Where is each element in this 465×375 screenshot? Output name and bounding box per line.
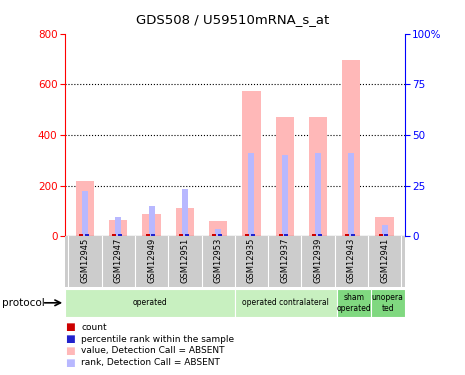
Text: unopera
ted: unopera ted bbox=[372, 293, 404, 312]
Bar bbox=[215, 229, 221, 236]
Bar bbox=[312, 234, 316, 236]
Text: percentile rank within the sample: percentile rank within the sample bbox=[81, 334, 234, 344]
Bar bbox=[276, 117, 294, 236]
Bar bbox=[182, 189, 188, 236]
Bar bbox=[118, 234, 122, 236]
Text: GSM12953: GSM12953 bbox=[214, 238, 223, 283]
Bar bbox=[279, 234, 283, 236]
Bar bbox=[348, 153, 354, 236]
Text: value, Detection Call = ABSENT: value, Detection Call = ABSENT bbox=[81, 346, 225, 355]
Bar bbox=[82, 190, 88, 236]
Bar bbox=[251, 234, 255, 236]
Bar bbox=[248, 153, 254, 236]
Text: GSM12935: GSM12935 bbox=[247, 238, 256, 283]
Bar bbox=[384, 234, 388, 236]
Text: ■: ■ bbox=[65, 346, 75, 356]
Text: ■: ■ bbox=[65, 334, 75, 344]
Bar bbox=[151, 234, 155, 236]
Bar bbox=[115, 217, 121, 236]
Bar bbox=[179, 234, 183, 236]
Bar bbox=[212, 234, 216, 236]
Bar bbox=[309, 117, 327, 236]
Text: ■: ■ bbox=[65, 358, 75, 368]
Bar bbox=[65, 289, 235, 317]
Bar bbox=[242, 91, 260, 236]
Bar bbox=[351, 234, 355, 236]
Bar bbox=[371, 289, 405, 317]
Text: GSM12945: GSM12945 bbox=[80, 238, 90, 283]
Text: GSM12939: GSM12939 bbox=[313, 238, 323, 283]
Bar bbox=[379, 234, 383, 236]
Bar bbox=[318, 234, 322, 236]
Text: GDS508 / U59510mRNA_s_at: GDS508 / U59510mRNA_s_at bbox=[136, 13, 329, 26]
Bar bbox=[185, 234, 189, 236]
Bar bbox=[337, 289, 371, 317]
Text: operated contralateral: operated contralateral bbox=[242, 298, 329, 307]
Text: ■: ■ bbox=[65, 322, 75, 332]
Bar bbox=[235, 289, 337, 317]
Bar bbox=[113, 234, 116, 236]
Text: GSM12947: GSM12947 bbox=[114, 238, 123, 283]
Bar bbox=[85, 234, 89, 236]
Bar bbox=[375, 217, 394, 236]
Text: GSM12937: GSM12937 bbox=[280, 238, 289, 283]
Bar bbox=[285, 234, 288, 236]
Bar bbox=[282, 155, 288, 236]
Bar bbox=[218, 234, 222, 236]
Bar bbox=[342, 60, 360, 236]
Bar bbox=[109, 220, 127, 236]
Bar bbox=[176, 209, 194, 236]
Bar bbox=[76, 181, 94, 236]
Bar bbox=[345, 234, 349, 236]
Bar bbox=[142, 214, 161, 236]
Bar bbox=[146, 234, 150, 236]
Bar bbox=[79, 234, 83, 236]
Text: protocol: protocol bbox=[2, 298, 45, 308]
Bar bbox=[149, 206, 155, 236]
Bar bbox=[209, 221, 227, 236]
Bar bbox=[246, 234, 249, 236]
Text: GSM12943: GSM12943 bbox=[347, 238, 356, 283]
Bar bbox=[382, 225, 388, 236]
Text: count: count bbox=[81, 322, 107, 332]
Text: GSM12951: GSM12951 bbox=[180, 238, 189, 283]
Text: GSM12949: GSM12949 bbox=[147, 238, 156, 283]
Text: sham
operated: sham operated bbox=[336, 293, 371, 312]
Text: GSM12941: GSM12941 bbox=[380, 238, 389, 283]
Text: operated: operated bbox=[133, 298, 167, 307]
Text: rank, Detection Call = ABSENT: rank, Detection Call = ABSENT bbox=[81, 358, 220, 368]
Bar bbox=[315, 153, 321, 236]
